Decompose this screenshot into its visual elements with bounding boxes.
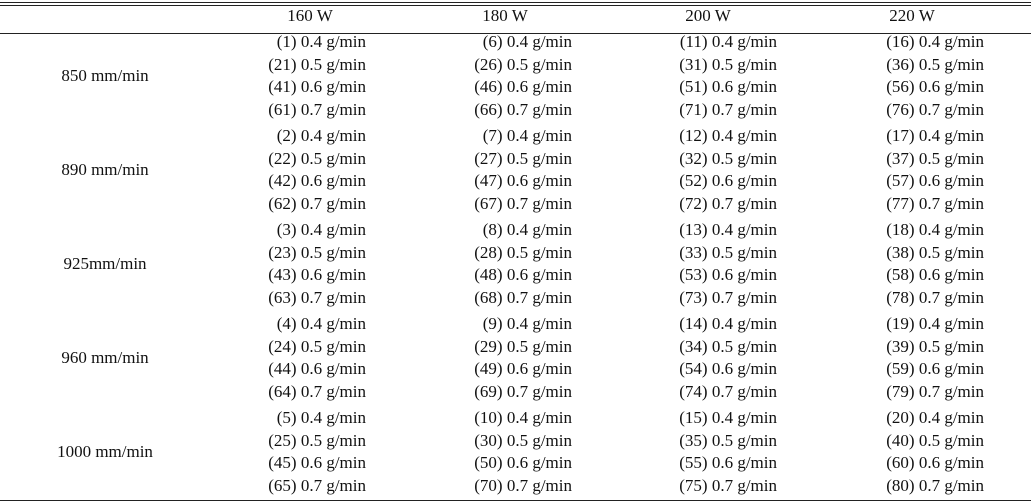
cell-line: (80) 0.7 g/min <box>886 475 984 495</box>
top-rule <box>0 5 1031 6</box>
cell-line: (5) 0.4 g/min <box>276 408 366 427</box>
cell-line: (29) 0.5 g/min <box>474 336 572 356</box>
cell-line: (63) 0.7 g/min <box>268 287 366 307</box>
cell-line: (74) 0.7 g/min <box>679 381 777 401</box>
cell-line: (26) 0.5 g/min <box>474 54 572 74</box>
cell-line: (20) 0.4 g/min <box>886 408 984 427</box>
cell-line: (10) 0.4 g/min <box>474 408 572 427</box>
cell-line: (31) 0.5 g/min <box>679 54 777 74</box>
cell-line: (77) 0.7 g/min <box>886 193 984 213</box>
cell-line: (23) 0.5 g/min <box>268 242 366 262</box>
cell-line: (8) 0.4 g/min <box>482 220 572 239</box>
header-rule <box>0 33 1031 34</box>
cell-line: (46) 0.6 g/min <box>474 77 572 96</box>
cell-line: (48) 0.6 g/min <box>474 265 572 284</box>
cell-line: (51) 0.6 g/min <box>679 77 777 96</box>
cell-line: (17) 0.4 g/min <box>886 126 984 145</box>
column-header: 160 W <box>287 6 333 25</box>
cell-line: (14) 0.4 g/min <box>679 314 777 333</box>
cell-line: (13) 0.4 g/min <box>679 220 777 239</box>
cell-line: (15) 0.4 g/min <box>679 408 777 427</box>
cell-line: (52) 0.6 g/min <box>679 171 777 190</box>
cell-line: (25) 0.5 g/min <box>268 430 366 450</box>
column-header: 200 W <box>685 6 731 25</box>
cell-line: (12) 0.4 g/min <box>679 126 777 145</box>
row-label: 1000 mm/min <box>57 441 153 461</box>
cell-line: (9) 0.4 g/min <box>482 314 572 333</box>
cell-line: (47) 0.6 g/min <box>474 171 572 190</box>
cell-line: (37) 0.5 g/min <box>886 148 984 168</box>
cell-line: (42) 0.6 g/min <box>268 171 366 190</box>
cell-line: (40) 0.5 g/min <box>886 430 984 450</box>
cell-line: (58) 0.6 g/min <box>886 265 984 284</box>
cell-line: (18) 0.4 g/min <box>886 220 984 239</box>
cell-line: (69) 0.7 g/min <box>474 381 572 401</box>
row-label: 850 mm/min <box>61 65 149 85</box>
cell-line: (49) 0.6 g/min <box>474 359 572 378</box>
cell-line: (61) 0.7 g/min <box>268 99 366 119</box>
cell-line: (53) 0.6 g/min <box>679 265 777 284</box>
cell-line: (36) 0.5 g/min <box>886 54 984 74</box>
cell-line: (21) 0.5 g/min <box>268 54 366 74</box>
cell-line: (64) 0.7 g/min <box>268 381 366 401</box>
cell-line: (59) 0.6 g/min <box>886 359 984 378</box>
cell-line: (44) 0.6 g/min <box>268 359 366 378</box>
bottom-rule <box>0 500 1031 501</box>
cell-line: (68) 0.7 g/min <box>474 287 572 307</box>
cell-line: (2) 0.4 g/min <box>276 126 366 145</box>
column-header: 180 W <box>482 6 528 25</box>
cell-line: (79) 0.7 g/min <box>886 381 984 401</box>
cell-line: (56) 0.6 g/min <box>886 77 984 96</box>
cell-line: (6) 0.4 g/min <box>482 32 572 51</box>
row-label: 925mm/min <box>63 253 147 273</box>
cell-line: (19) 0.4 g/min <box>886 314 984 333</box>
cell-line: (3) 0.4 g/min <box>276 220 366 239</box>
cell-line: (7) 0.4 g/min <box>482 126 572 145</box>
cell-line: (27) 0.5 g/min <box>474 148 572 168</box>
cell-line: (54) 0.6 g/min <box>679 359 777 378</box>
cell-line: (22) 0.5 g/min <box>268 148 366 168</box>
cell-line: (39) 0.5 g/min <box>886 336 984 356</box>
cell-line: (66) 0.7 g/min <box>474 99 572 119</box>
column-header: 220 W <box>889 6 935 25</box>
cell-line: (75) 0.7 g/min <box>679 475 777 495</box>
row-label: 890 mm/min <box>61 159 149 179</box>
cell-line: (32) 0.5 g/min <box>679 148 777 168</box>
cell-line: (73) 0.7 g/min <box>679 287 777 307</box>
cell-line: (1) 0.4 g/min <box>276 32 366 51</box>
cell-line: (4) 0.4 g/min <box>276 314 366 333</box>
cell-line: (38) 0.5 g/min <box>886 242 984 262</box>
cell-line: (24) 0.5 g/min <box>268 336 366 356</box>
cell-line: (65) 0.7 g/min <box>268 475 366 495</box>
cell-line: (78) 0.7 g/min <box>886 287 984 307</box>
cell-line: (55) 0.6 g/min <box>679 453 777 472</box>
cell-line: (43) 0.6 g/min <box>268 265 366 284</box>
cell-line: (60) 0.6 g/min <box>886 453 984 472</box>
cell-line: (28) 0.5 g/min <box>474 242 572 262</box>
cell-line: (71) 0.7 g/min <box>679 99 777 119</box>
cell-line: (30) 0.5 g/min <box>474 430 572 450</box>
cell-line: (76) 0.7 g/min <box>886 99 984 119</box>
cell-line: (33) 0.5 g/min <box>679 242 777 262</box>
cell-line: (34) 0.5 g/min <box>679 336 777 356</box>
top-rule <box>0 2 1031 3</box>
cell-line: (67) 0.7 g/min <box>474 193 572 213</box>
cell-line: (16) 0.4 g/min <box>886 32 984 51</box>
cell-line: (11) 0.4 g/min <box>679 32 777 51</box>
cell-line: (50) 0.6 g/min <box>474 453 572 472</box>
cell-line: (72) 0.7 g/min <box>679 193 777 213</box>
cell-line: (62) 0.7 g/min <box>268 193 366 213</box>
cell-line: (57) 0.6 g/min <box>886 171 984 190</box>
cell-line: (41) 0.6 g/min <box>268 77 366 96</box>
cell-line: (70) 0.7 g/min <box>474 475 572 495</box>
cell-line: (45) 0.6 g/min <box>268 453 366 472</box>
row-label: 960 mm/min <box>61 347 149 367</box>
cell-line: (35) 0.5 g/min <box>679 430 777 450</box>
